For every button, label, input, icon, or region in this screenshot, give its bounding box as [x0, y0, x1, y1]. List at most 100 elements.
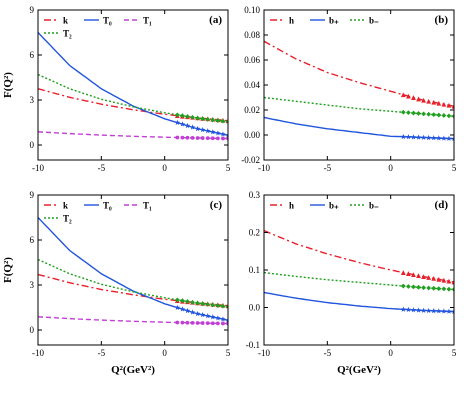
- series-marker: [451, 135, 454, 142]
- legend: k T₀ T₁ T₂: [44, 201, 152, 224]
- series-marker: [180, 113, 185, 119]
- series-marker: [180, 298, 185, 304]
- x-tick-label: -10: [32, 348, 44, 358]
- x-tick-label: 5: [226, 163, 231, 173]
- series-marker: [174, 112, 180, 118]
- series-marker: [400, 133, 407, 140]
- series-marker: [420, 307, 427, 313]
- series-marker: [174, 119, 181, 125]
- series-marker: [200, 116, 206, 122]
- y-tick-label: 0.00: [244, 130, 260, 140]
- legend-label: T₂: [63, 214, 72, 224]
- series-marker: [451, 103, 454, 109]
- x-tick-label: 0: [388, 163, 393, 173]
- series-marker: [400, 109, 406, 115]
- series-marker: [420, 134, 427, 140]
- plot-area: [264, 40, 454, 142]
- series-marker: [415, 307, 422, 313]
- series-marker: [190, 320, 195, 325]
- series-marker: [221, 136, 225, 141]
- series-marker: [451, 287, 454, 292]
- series-marker: [405, 306, 412, 313]
- series-marker: [184, 122, 191, 129]
- series-line: [38, 88, 228, 122]
- y-tick-label: 0.3: [249, 190, 261, 200]
- series-marker: [446, 102, 452, 108]
- series-marker: [210, 321, 215, 326]
- series-marker: [451, 308, 454, 314]
- legend: k T₀ T₁ T₂: [44, 16, 152, 39]
- series-marker: [431, 285, 437, 291]
- panel-label: (c): [210, 199, 223, 211]
- legend-label: k: [63, 16, 68, 26]
- series-marker: [451, 279, 454, 285]
- series-marker: [174, 304, 181, 310]
- series-marker: [210, 129, 216, 135]
- series-marker: [441, 113, 447, 118]
- y-tick-label: 0.0: [249, 303, 261, 313]
- series-marker: [441, 277, 447, 283]
- series-marker: [411, 95, 416, 100]
- series-marker: [431, 276, 437, 281]
- x-tick-label: -5: [98, 348, 106, 358]
- series-marker: [441, 135, 447, 141]
- series-marker: [436, 286, 442, 291]
- series-marker: [436, 135, 442, 141]
- series-marker: [215, 118, 221, 123]
- y-tick-label: 0.06: [244, 55, 260, 65]
- series-marker: [179, 121, 186, 127]
- series-marker: [190, 114, 195, 120]
- series-marker: [410, 307, 417, 313]
- y-tick-label: 0.08: [244, 30, 260, 40]
- y-tick-label: -0.1: [246, 340, 260, 350]
- series-marker: [436, 276, 442, 282]
- series-marker: [411, 272, 416, 277]
- series-marker: [451, 113, 454, 119]
- series-marker: [400, 306, 407, 312]
- series-marker: [425, 134, 432, 141]
- series-marker: [195, 136, 200, 140]
- series-marker: [436, 100, 442, 106]
- legend-label: T₀: [103, 201, 112, 211]
- series-line: [38, 73, 228, 123]
- series-marker: [426, 111, 432, 117]
- series-line: [38, 316, 228, 325]
- plot-frame: [263, 194, 455, 346]
- plot-area: [264, 229, 454, 314]
- series-marker: [220, 303, 226, 309]
- series-marker: [221, 321, 225, 326]
- series-marker: [426, 275, 432, 280]
- series-marker: [431, 112, 437, 118]
- legend-label: b₋: [369, 201, 379, 211]
- series-marker: [441, 308, 447, 314]
- x-tick-label: 5: [452, 163, 457, 173]
- x-tick-label: -10: [258, 348, 270, 358]
- y-tick-label: 0.2: [249, 228, 260, 238]
- series-marker: [175, 320, 180, 325]
- series-marker: [174, 297, 180, 303]
- series-marker: [411, 284, 416, 290]
- series-marker: [441, 101, 447, 107]
- series-marker: [410, 134, 417, 140]
- legend-label: T₁: [143, 201, 152, 211]
- series-marker: [406, 284, 411, 289]
- series-marker: [189, 124, 196, 130]
- x-axis-label: Q²(GeV²): [111, 364, 155, 376]
- series-marker: [225, 304, 228, 310]
- series-marker: [446, 286, 452, 292]
- series-marker: [200, 301, 206, 307]
- series-marker: [225, 317, 228, 323]
- series-marker: [225, 119, 228, 125]
- series-marker: [406, 93, 411, 99]
- series-line: [38, 258, 228, 308]
- legend-label: T₁: [143, 16, 152, 26]
- series-marker: [204, 313, 211, 319]
- series-line: [38, 273, 228, 307]
- series-marker: [416, 284, 421, 290]
- series-marker: [441, 286, 447, 292]
- y-tick-label: 9: [30, 190, 35, 200]
- plot-frame: [37, 9, 229, 161]
- series-marker: [185, 320, 190, 325]
- series-marker: [436, 308, 442, 314]
- series-line: [264, 116, 454, 140]
